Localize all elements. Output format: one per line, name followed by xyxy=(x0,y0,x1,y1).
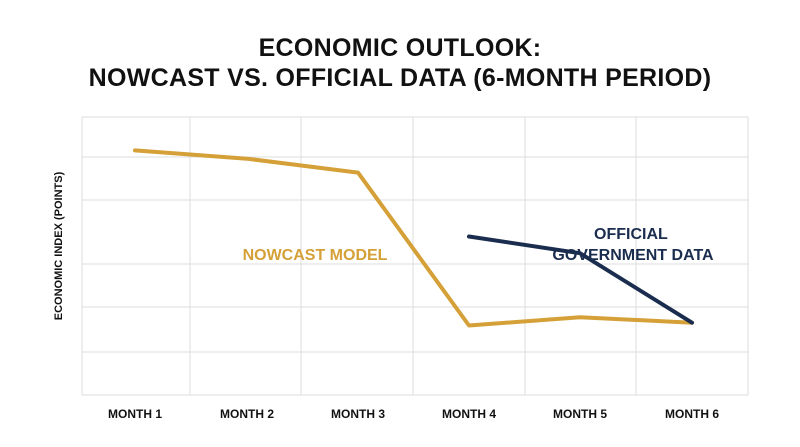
x-tick-label: MONTH 4 xyxy=(442,407,496,421)
x-axis-ticks: MONTH 1 MONTH 2 MONTH 3 MONTH 4 MONTH 5 MONTH… xyxy=(108,407,719,421)
x-tick-label: MONTH 1 xyxy=(108,407,162,421)
x-tick-label: MONTH 3 xyxy=(331,407,385,421)
x-tick-label: MONTH 2 xyxy=(220,407,274,421)
series-label-official-line-2: GOVERNMENT DATA xyxy=(552,247,714,264)
chart-title-line-1: ECONOMIC OUTLOOK: xyxy=(258,34,542,62)
series-line-nowcast-model xyxy=(133,148,694,328)
x-tick-label: MONTH 5 xyxy=(553,407,607,421)
series-label-official-line-1: OFFICIAL xyxy=(594,226,668,243)
series-label-official-government-data: OFFICIAL GOVERNMENT DATA xyxy=(552,226,714,264)
series-label-nowcast-model: NOWCAST MODEL xyxy=(243,247,388,264)
y-axis-label: ECONOMIC INDEX (POINTS) xyxy=(53,171,65,320)
series-lines xyxy=(133,148,694,328)
grid xyxy=(81,116,749,396)
x-tick-label: MONTH 6 xyxy=(665,407,719,421)
series-line-official-government-data xyxy=(467,234,694,325)
chart-title-line-2: NOWCAST VS. OFFICIAL DATA (6-MONTH PERIO… xyxy=(88,64,712,92)
